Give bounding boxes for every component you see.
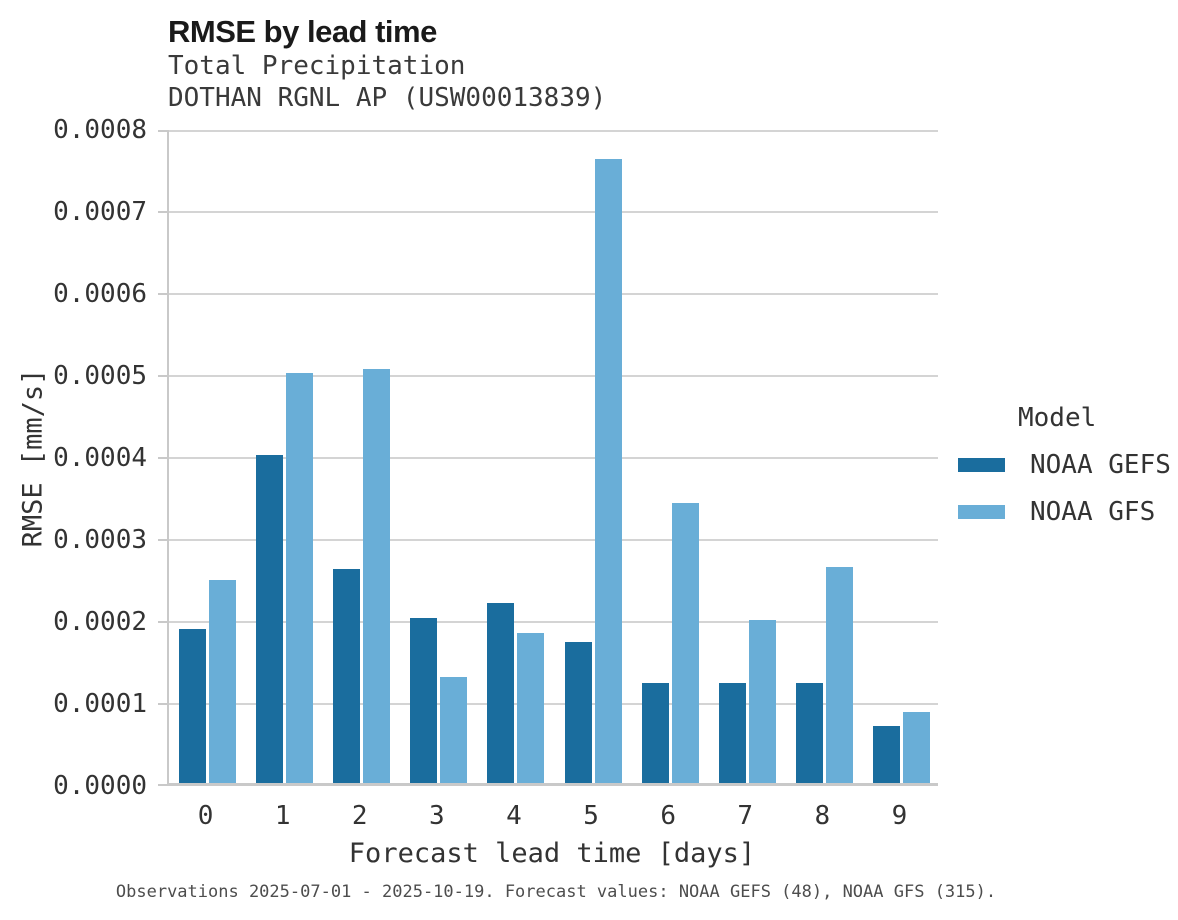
y-tick-label-0.0005: 0.0005 <box>53 361 147 391</box>
bar-noaa-gefs-lead-7 <box>718 682 746 783</box>
legend-title: Model <box>1018 403 1097 433</box>
x-tick-label-7: 7 <box>737 801 754 831</box>
x-tick-label-3: 3 <box>429 801 445 831</box>
y-tick-label-0.0002: 0.0002 <box>53 607 147 637</box>
noaa-gfs-swatch-icon <box>958 505 1005 519</box>
y-tick-label-0.0006: 0.0006 <box>53 279 147 309</box>
y-tick-mark-0.0002 <box>158 621 167 623</box>
bar-noaa-gfs-lead-2 <box>363 368 391 783</box>
bar-noaa-gefs-lead-5 <box>564 641 592 783</box>
bar-noaa-gfs-lead-4 <box>517 632 545 783</box>
bar-noaa-gefs-lead-4 <box>487 603 515 783</box>
gridline-0.0008 <box>169 130 938 132</box>
x-tick-label-0: 0 <box>197 801 214 831</box>
bar-noaa-gefs-lead-6 <box>641 682 669 783</box>
plot-area <box>158 130 938 786</box>
y-tick-label-0.0008: 0.0008 <box>53 115 147 145</box>
bar-noaa-gfs-lead-1 <box>286 373 314 783</box>
y-tick-mark-0.0000 <box>158 784 167 786</box>
gridline-0.0003 <box>169 539 938 541</box>
chart-title: RMSE by lead time <box>168 14 437 49</box>
y-tick-mark-0.0005 <box>158 375 167 377</box>
bar-noaa-gefs-lead-9 <box>872 726 900 783</box>
bar-noaa-gfs-lead-0 <box>209 579 237 783</box>
legend: Model NOAA GEFS NOAA GFS <box>958 403 1178 527</box>
legend-item-noaa-gfs: NOAA GFS <box>958 497 1178 527</box>
bar-noaa-gfs-lead-8 <box>825 567 853 783</box>
x-tick-label-5: 5 <box>583 801 599 831</box>
x-axis-label: Forecast lead time [days] <box>348 838 756 869</box>
y-tick-label-0.0004: 0.0004 <box>53 443 147 473</box>
gridline-0.0004 <box>169 457 938 459</box>
y-tick-mark-0.0008 <box>158 130 167 132</box>
legend-label-noaa-gfs: NOAA GFS <box>1030 497 1156 527</box>
gridline-0.0006 <box>169 293 938 295</box>
x-tick-label-4: 4 <box>506 801 522 831</box>
bar-noaa-gefs-lead-8 <box>795 682 823 783</box>
x-tick-label-8: 8 <box>814 801 831 831</box>
y-tick-mark-0.0003 <box>158 539 167 541</box>
bar-noaa-gefs-lead-1 <box>256 455 284 783</box>
y-tick-mark-0.0007 <box>158 211 167 213</box>
gridline-0.0002 <box>169 621 938 623</box>
bar-noaa-gefs-lead-3 <box>410 618 438 783</box>
noaa-gefs-swatch-icon <box>958 458 1005 472</box>
legend-label-noaa-gefs: NOAA GEFS <box>1030 450 1171 480</box>
x-tick-label-1: 1 <box>274 801 291 831</box>
bar-noaa-gfs-lead-9 <box>902 712 930 783</box>
footnote: Observations 2025-07-01 - 2025-10-19. Fo… <box>115 882 997 902</box>
y-tick-mark-0.0001 <box>158 703 167 705</box>
gridline-0.0001 <box>169 703 938 705</box>
gridline-0.0007 <box>169 211 938 213</box>
x-tick-label-9: 9 <box>891 801 908 831</box>
bar-noaa-gefs-lead-0 <box>179 628 207 783</box>
bar-noaa-gfs-lead-6 <box>671 502 699 783</box>
y-tick-label-0.0001: 0.0001 <box>53 689 147 719</box>
bar-noaa-gfs-lead-5 <box>594 158 622 783</box>
gridline-0.0005 <box>169 375 938 377</box>
y-tick-label-0.0000: 0.0000 <box>53 771 147 801</box>
chart-subtitle-station: DOTHAN RGNL AP (USW00013839) <box>168 83 607 113</box>
y-tick-mark-0.0004 <box>158 457 167 459</box>
y-tick-label-0.0007: 0.0007 <box>53 197 147 227</box>
x-tick-label-6: 6 <box>660 801 676 831</box>
bar-noaa-gfs-lead-3 <box>440 677 468 783</box>
y-tick-mark-0.0006 <box>158 293 167 295</box>
legend-item-noaa-gefs: NOAA GEFS <box>958 450 1178 480</box>
x-tick-label-2: 2 <box>351 801 368 831</box>
bar-noaa-gefs-lead-2 <box>333 568 361 783</box>
bar-noaa-gfs-lead-7 <box>748 619 776 783</box>
chart-subtitle-variable: Total Precipitation <box>168 51 466 81</box>
y-tick-label-0.0003: 0.0003 <box>53 525 147 555</box>
